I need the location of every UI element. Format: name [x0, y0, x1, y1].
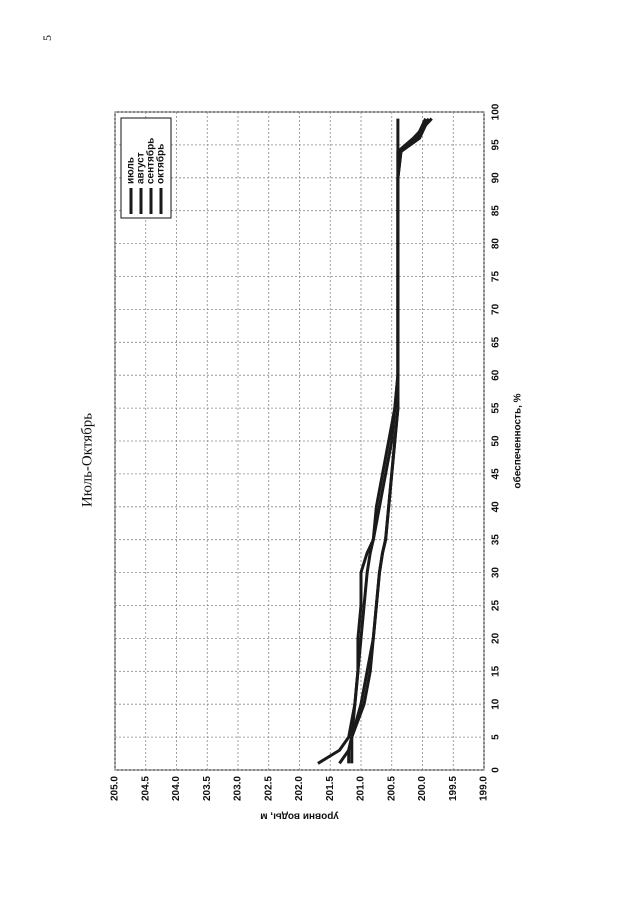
y-tick-label: 204.0: [171, 776, 182, 801]
x-tick-label: 80: [491, 238, 502, 250]
x-axis-title: обеспеченность, %: [512, 393, 524, 488]
y-tick-label: 204.5: [140, 776, 151, 801]
y-tick-label: 202.0: [294, 776, 305, 801]
x-tick-label: 55: [491, 402, 502, 414]
x-tick-label: 100: [491, 103, 502, 120]
y-tick-label: 203.5: [202, 776, 213, 801]
x-tick-label: 10: [491, 698, 502, 710]
page-number: 5: [40, 35, 54, 41]
x-tick-label: 85: [491, 205, 502, 217]
x-tick-label: 5: [491, 734, 502, 740]
y-tick-label: 202.5: [263, 776, 274, 801]
y-tick-label: 201.0: [356, 776, 367, 801]
legend-label: октябрь: [155, 144, 167, 184]
y-tick-label: 203.0: [233, 776, 244, 801]
x-tick-label: 30: [491, 567, 502, 579]
y-tick-label: 201.5: [325, 776, 336, 801]
x-tick-label: 65: [491, 336, 502, 348]
y-tick-label: 200.0: [417, 776, 428, 801]
y-tick-label: 200.5: [386, 776, 397, 801]
x-tick-label: 25: [491, 600, 502, 612]
chart-title: Июль-Октябрь: [79, 413, 95, 507]
x-tick-label: 15: [491, 665, 502, 677]
legend-box: [120, 117, 172, 219]
x-tick-label: 90: [491, 172, 502, 184]
x-tick-label: 70: [491, 303, 502, 315]
legend-label: август: [136, 152, 147, 184]
x-tick-label: 35: [491, 534, 502, 546]
series-line: [347, 117, 433, 764]
y-tick-label: 205.0: [110, 776, 121, 801]
legend-label: сентябрь: [145, 138, 157, 184]
x-tick-label: 60: [491, 369, 502, 381]
y-axis-title: уровни воды, м: [260, 810, 339, 821]
y-tick-label: 199.0: [479, 776, 490, 801]
x-tick-label: 45: [491, 468, 502, 480]
y-tick-label: 199.5: [448, 776, 459, 801]
x-tick-label: 75: [491, 271, 502, 283]
chart: 199.0 199.5 200.0 200.5 201.0 201.5 202.0 202.5…: [79, 103, 523, 821]
x-tick-label: 0: [491, 767, 502, 773]
x-tick-label: 20: [491, 632, 502, 644]
x-tick-label: 95: [491, 139, 502, 151]
legend-label: июль: [126, 157, 137, 184]
x-tick-label: 50: [491, 435, 502, 447]
x-tick-label: 40: [491, 501, 502, 513]
